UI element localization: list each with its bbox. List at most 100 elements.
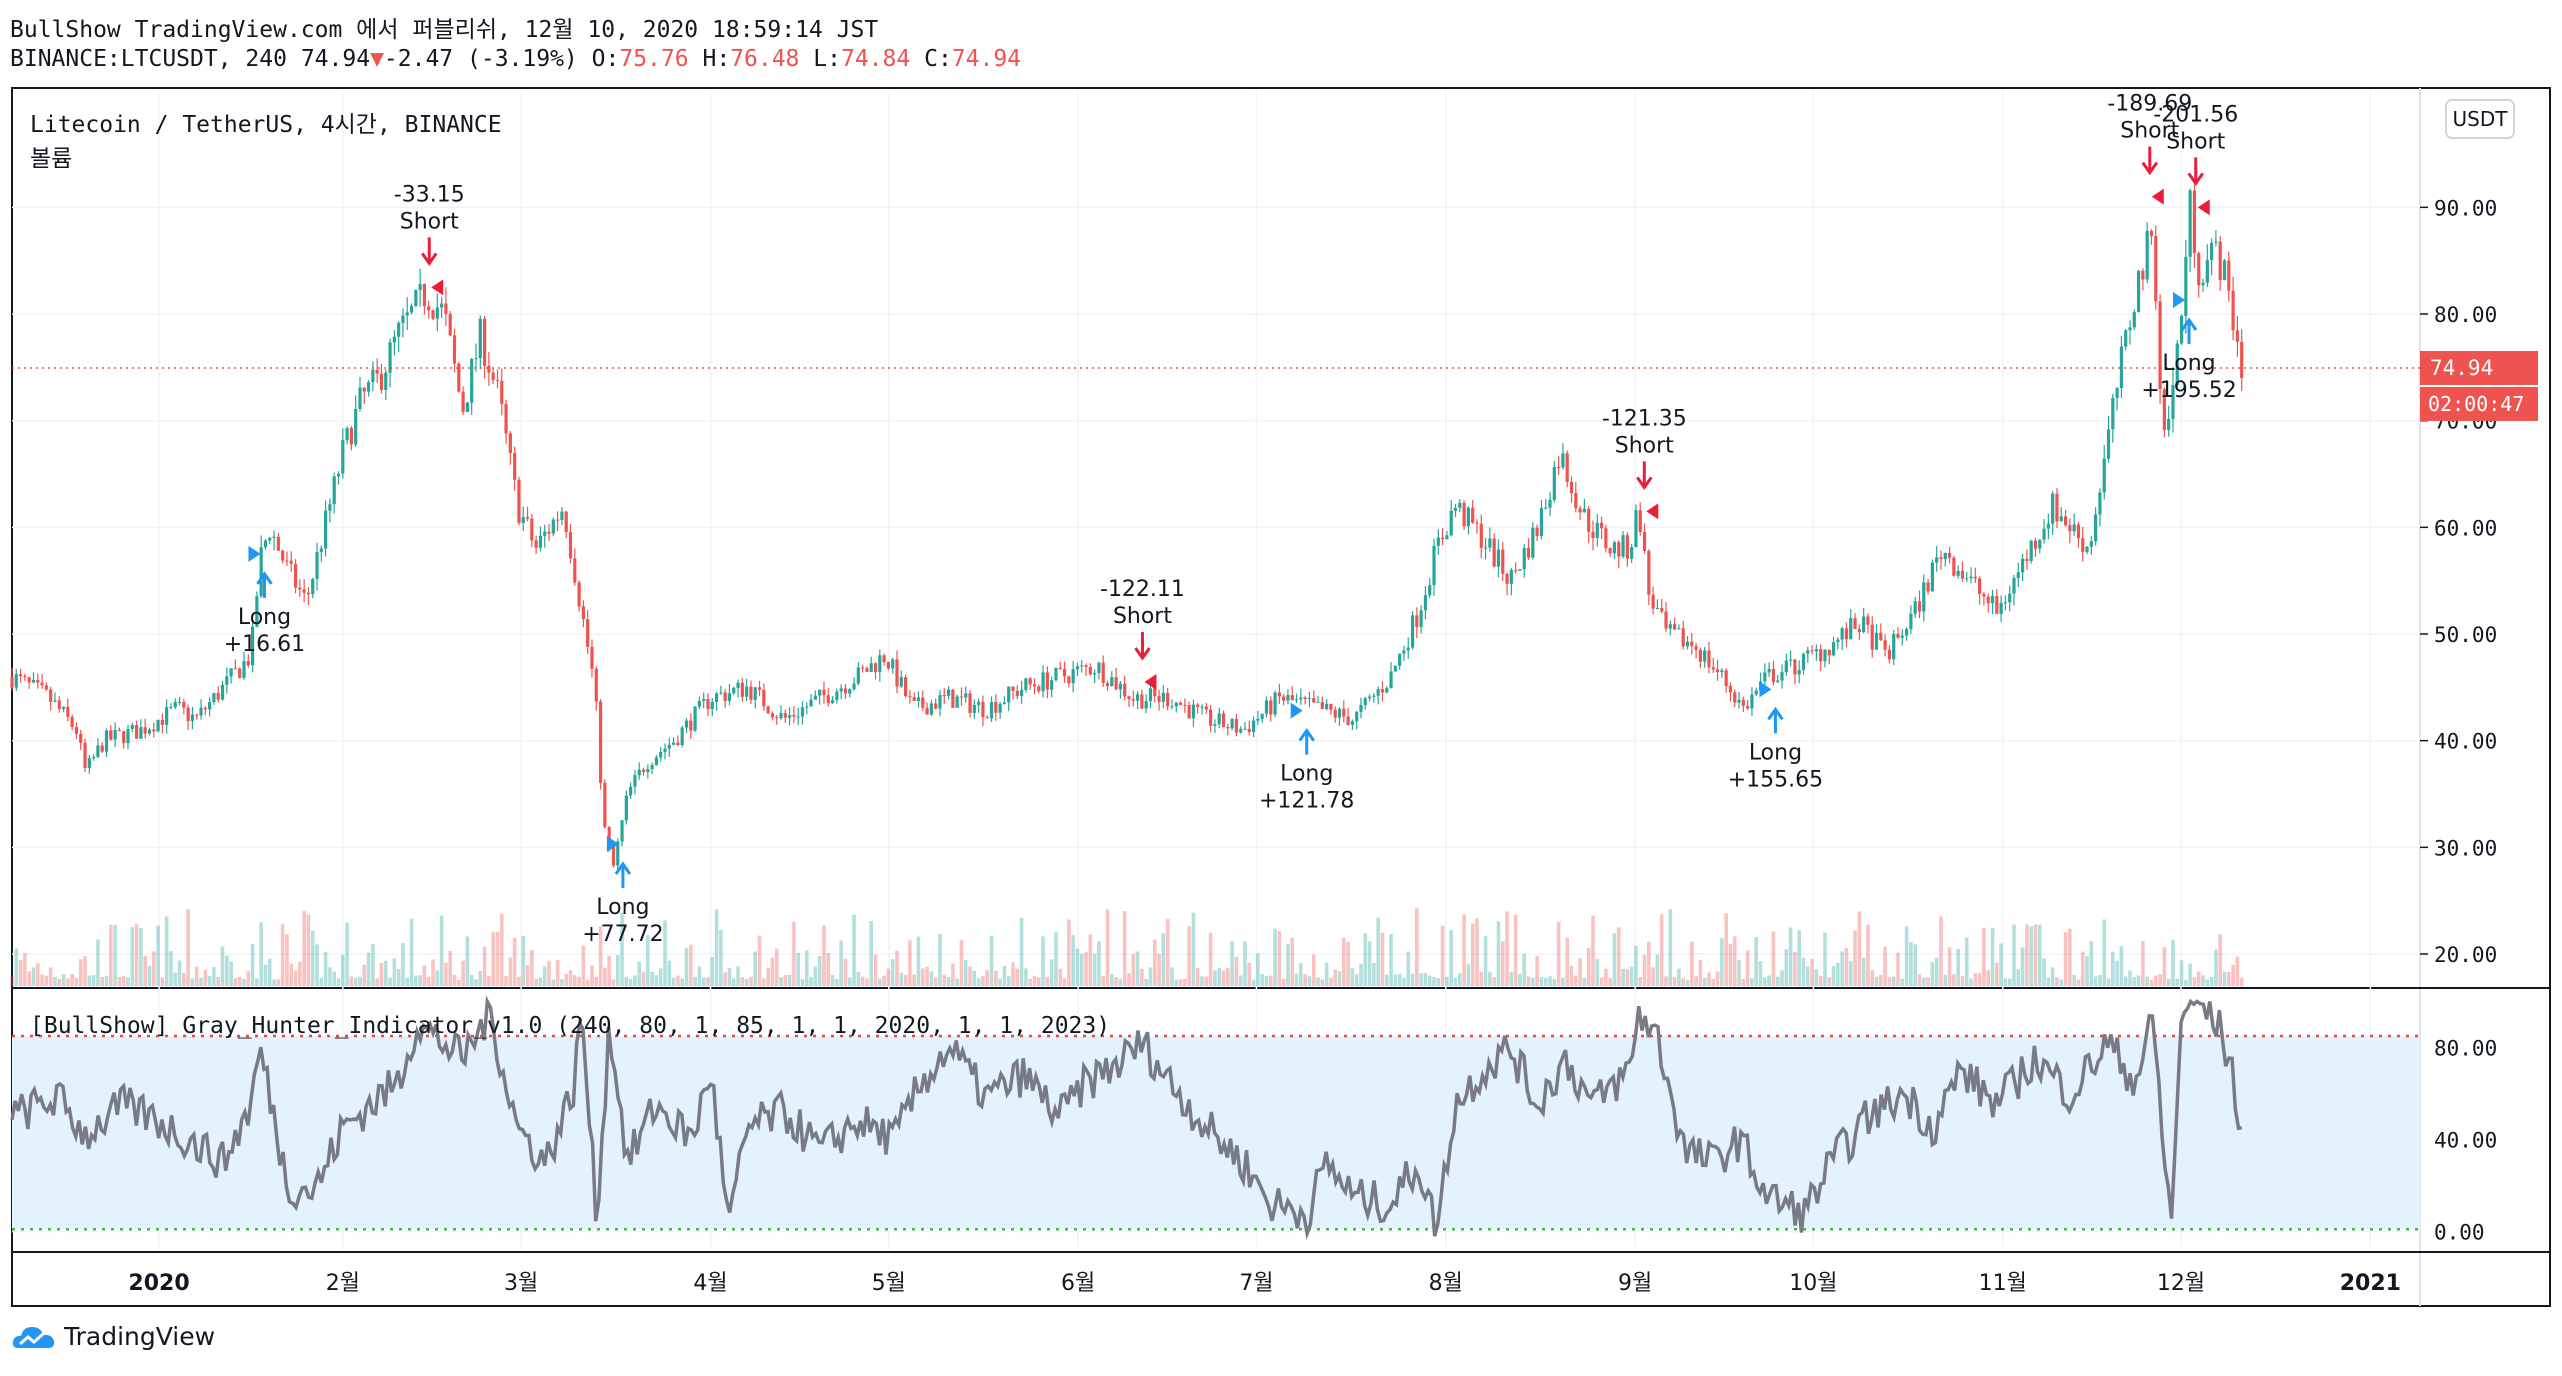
candle-body: [2154, 235, 2158, 302]
volume-bar: [628, 979, 633, 986]
candle-body: [2222, 260, 2227, 281]
volume-bar: [1612, 933, 1617, 986]
volume-bar: [431, 959, 435, 986]
candle-body: [2188, 190, 2192, 257]
volume-bar: [676, 975, 680, 986]
candle-body: [143, 727, 147, 734]
volume-bar: [620, 912, 624, 986]
volume-bar: [2123, 976, 2128, 986]
candle-body: [1810, 650, 1814, 652]
volume-bar: [1844, 948, 1849, 986]
volume-bar: [852, 914, 856, 986]
volume-bar: [1445, 976, 1449, 986]
volume-bar: [18, 960, 23, 986]
volume-bar: [1256, 953, 1260, 986]
volume-bar: [10, 975, 14, 986]
tradingview-logo[interactable]: TradingView: [12, 1322, 215, 1351]
short-signal-label: Short: [1113, 604, 1172, 629]
candle-body: [1028, 678, 1032, 685]
candle-body: [1707, 650, 1711, 668]
volume-bar: [1732, 936, 1737, 986]
volume-bar: [14, 948, 19, 986]
short-signal-profit: -33.15: [394, 182, 465, 207]
volume-bar: [1324, 962, 1329, 986]
volume-bar: [2068, 928, 2072, 986]
volume-bar: [731, 978, 736, 986]
volume-bar: [981, 976, 985, 986]
candle-body: [2020, 558, 2025, 573]
volume-bar: [2063, 932, 2068, 986]
volume-bar: [972, 970, 977, 986]
volume-bar: [959, 940, 964, 986]
volume-bar: [1097, 941, 1101, 986]
candle-body: [1784, 660, 1788, 673]
candle-body: [2102, 458, 2106, 493]
price-tick-label: 50.00: [2434, 623, 2497, 647]
volume-bar: [1659, 914, 1664, 986]
candle-body: [1866, 616, 1870, 625]
candle-body: [1793, 659, 1797, 675]
volume-bar: [1917, 974, 1922, 986]
candle-body: [2141, 270, 2145, 280]
candle-body: [1651, 594, 1655, 609]
volume-bar: [388, 977, 392, 986]
volume-bar: [2201, 975, 2205, 986]
candle-body: [2145, 230, 2149, 280]
candle-body: [104, 730, 109, 752]
volume-bar: [719, 929, 723, 986]
volume-bar: [1243, 941, 1247, 986]
volume-bar: [426, 976, 431, 986]
time-tick-label: 4월: [693, 1271, 727, 1296]
candle-body: [972, 704, 976, 713]
volume-bar: [1793, 952, 1797, 986]
candle-body: [1084, 665, 1088, 668]
long-arrow-icon: [1298, 728, 1315, 742]
candle-body: [122, 731, 126, 744]
volume-bar: [182, 973, 186, 986]
volume-bar: [2016, 969, 2021, 986]
volume-bar: [551, 979, 556, 986]
volume-bar: [1956, 948, 1960, 986]
candle-body: [796, 716, 800, 718]
volume-bar: [2166, 978, 2171, 986]
time-tick-label: 5월: [872, 1271, 906, 1296]
currency-badge[interactable]: USDT: [2445, 99, 2515, 139]
candle-body: [2240, 341, 2244, 378]
candle-body: [938, 695, 942, 709]
candle-body: [2094, 514, 2098, 542]
volume-bar: [920, 968, 925, 986]
volume-bar: [1204, 976, 1209, 986]
volume-bar: [2184, 979, 2188, 986]
candle-body: [736, 682, 740, 688]
volume-bar: [2089, 941, 2094, 986]
volume-bar: [1268, 975, 1273, 986]
candle-body: [1402, 650, 1406, 654]
volume-bar: [749, 976, 753, 986]
volume-bar: [1947, 947, 1952, 986]
candle-body: [2111, 397, 2115, 430]
candle-body: [1715, 669, 1720, 673]
candle-body: [1187, 705, 1191, 719]
candle-body: [324, 510, 328, 549]
chart-canvas[interactable]: Long+16.61-33.15ShortLong+77.72-122.11Sh…: [0, 0, 2562, 1320]
candle-body: [667, 744, 671, 749]
candle-body: [848, 689, 852, 694]
volume-bar: [1376, 917, 1380, 986]
volume-bar: [1397, 973, 1402, 986]
candle-body: [676, 742, 680, 745]
volume-bar: [2128, 970, 2132, 986]
long-arrow-icon: [614, 861, 632, 875]
volume-bar: [1754, 937, 1759, 986]
volume-bar: [1672, 976, 1677, 986]
volume-bar: [2196, 971, 2201, 986]
volume-bar: [2080, 951, 2085, 986]
candle-body: [1698, 649, 1702, 662]
candle-body: [177, 701, 182, 703]
candle-body: [2167, 418, 2171, 431]
candle-body: [1393, 665, 1397, 672]
candle-body: [2076, 524, 2081, 539]
candle-body: [925, 707, 929, 715]
candle-body: [637, 769, 641, 776]
candle-body: [1862, 616, 1866, 633]
volume-bar: [710, 956, 715, 986]
